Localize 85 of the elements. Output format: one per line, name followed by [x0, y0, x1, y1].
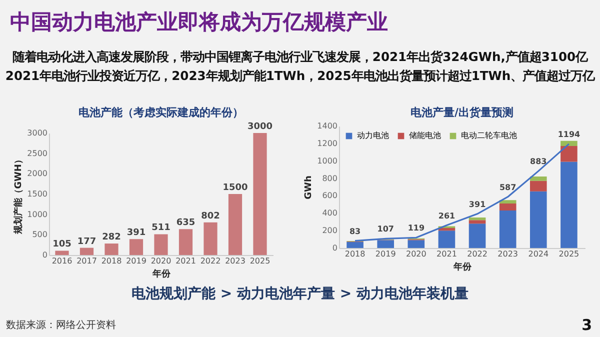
text: 3 — [582, 316, 592, 334]
bar — [204, 222, 218, 255]
bar — [560, 146, 578, 162]
y-tick-label: 800 — [322, 174, 338, 183]
y-axis-title: 规划产能（GWH） — [13, 155, 24, 235]
chart-title: 电池产量/出货量预测 — [410, 106, 514, 119]
source-note: 数据来源：网络公开资料 — [6, 318, 116, 332]
bar — [499, 210, 516, 248]
text: 随着电动化进入高速发展阶段，带动中国锂离子电池行业飞速发展，2021年出货324GWh,产值超3100亿 — [11, 49, 589, 66]
y-tick-label: 400 — [322, 208, 338, 218]
y-tick-label: 1500 — [27, 190, 48, 198]
text: 中国动力电池产业即将成为万亿规模产业 — [10, 9, 388, 36]
y-tick-label: 200 — [322, 226, 338, 236]
text: 2021年电池行业投资近万亿，2023年规划产能1TWh，2025年电池出货量预计超过1TWh、产值超过万亿 — [4, 68, 596, 85]
data-label: 802 — [201, 211, 220, 222]
bar — [560, 162, 578, 248]
x-axis-title: 年份 — [452, 262, 472, 272]
x-tick-label: 2019 — [375, 250, 396, 258]
x-axis-title: 年份 — [152, 268, 172, 280]
data-label: 119 — [408, 224, 425, 233]
bar — [129, 239, 144, 255]
x-tick-label: 2021 — [176, 256, 196, 266]
y-tick-label: 0 — [42, 250, 48, 260]
data-label: 1194 — [558, 130, 581, 139]
data-label: 883 — [530, 157, 547, 166]
y-tick-label: 2500 — [27, 148, 48, 158]
legend-label: 电动二轮车电池 — [461, 131, 517, 140]
bar — [178, 229, 193, 255]
y-tick-label: 1000 — [317, 156, 338, 166]
y-tick-label: 1000 — [27, 210, 48, 219]
data-label: 261 — [438, 211, 456, 220]
bar — [468, 218, 486, 220]
y-axis-title: GWh — [304, 176, 314, 200]
bar — [80, 248, 94, 255]
legend-label: 储能电池 — [409, 131, 441, 140]
data-label: 391 — [126, 228, 146, 238]
x-tick-label: 2022 — [467, 250, 488, 258]
bar — [55, 250, 69, 255]
bar — [499, 200, 516, 204]
data-label: 105 — [52, 240, 72, 250]
x-tick-label: 2024 — [528, 250, 549, 258]
x-tick-label: 2016 — [52, 256, 72, 266]
bar — [154, 234, 168, 255]
chart-title: 电池产能（考虑实际建成的年份） — [78, 106, 244, 119]
x-tick-label: 2018 — [344, 250, 366, 258]
bar — [228, 194, 242, 255]
x-tick-label: 2019 — [126, 256, 146, 266]
x-tick-label: 2022 — [200, 256, 221, 266]
bar — [530, 176, 547, 181]
data-label: 107 — [377, 224, 394, 234]
x-tick-label: 2023 — [225, 256, 246, 266]
y-tick-label: 0 — [332, 244, 338, 252]
bar — [560, 140, 578, 146]
x-tick-label: 2017 — [76, 256, 97, 266]
data-label: 3000 — [247, 122, 273, 132]
y-tick-label: 1400 — [317, 122, 338, 130]
bar — [530, 191, 547, 248]
bar — [530, 180, 547, 192]
x-tick-label: 2020 — [406, 250, 426, 258]
bar — [499, 204, 516, 211]
text: 电池规划产能 > 动力电池年产量 > 动力电池年装机量 — [130, 285, 470, 303]
x-tick-label: 2021 — [436, 250, 457, 258]
y-tick-label: 600 — [322, 191, 338, 200]
data-label: 511 — [152, 223, 170, 234]
y-tick-label: 2000 — [27, 169, 48, 178]
data-label: 83 — [349, 226, 361, 236]
data-label: 177 — [77, 236, 96, 247]
x-tick-label: 2025 — [558, 250, 580, 258]
data-label: 391 — [468, 200, 486, 209]
data-label: 282 — [102, 232, 121, 243]
y-tick-label: 500 — [32, 230, 48, 240]
data-label: 587 — [499, 182, 516, 192]
bar — [104, 244, 118, 255]
x-tick-label: 2018 — [101, 256, 122, 266]
data-label: 1500 — [222, 183, 248, 193]
x-tick-label: 2020 — [150, 256, 172, 266]
bar — [468, 224, 486, 248]
legend-label: 动力电池 — [357, 131, 389, 140]
y-tick-label: 1200 — [317, 138, 338, 148]
x-tick-label: 2025 — [250, 256, 270, 266]
bar — [253, 133, 267, 255]
x-tick-label: 2023 — [498, 250, 518, 258]
y-tick-label: 3000 — [27, 128, 48, 138]
bar — [468, 220, 486, 224]
data-label: 635 — [176, 218, 196, 228]
